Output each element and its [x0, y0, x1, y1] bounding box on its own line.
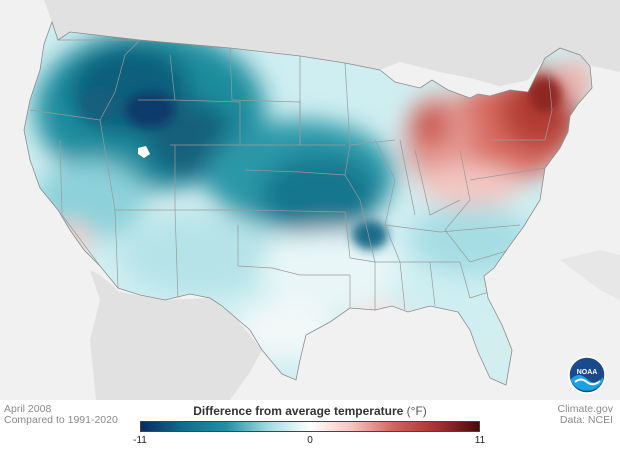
legend-title: Difference from average temperature (°F): [140, 404, 480, 418]
credit-site: Climate.gov: [557, 403, 613, 415]
credit-data: Data: NCEI: [559, 414, 613, 426]
caption-date: April 2008: [4, 403, 52, 415]
noaa-logo-text: NOAA: [577, 369, 598, 376]
legend-color-bar: [140, 421, 480, 432]
legend-max-label: 11: [474, 435, 486, 446]
map-panel: [0, 0, 620, 400]
legend-min-label: -11: [133, 435, 147, 446]
temperature-anomaly-map: [0, 0, 620, 400]
caption-baseline: Compared to 1991-2020: [4, 414, 118, 426]
us-outline: [23, 20, 593, 386]
legend-title-text: Difference from average temperature: [193, 404, 404, 418]
neighbor-land: [0, 0, 620, 400]
noaa-logo: NOAA: [568, 356, 606, 394]
legend-mid-label: 0: [307, 435, 313, 446]
legend-unit: (°F): [406, 404, 427, 418]
state-borders: [29, 39, 576, 311]
